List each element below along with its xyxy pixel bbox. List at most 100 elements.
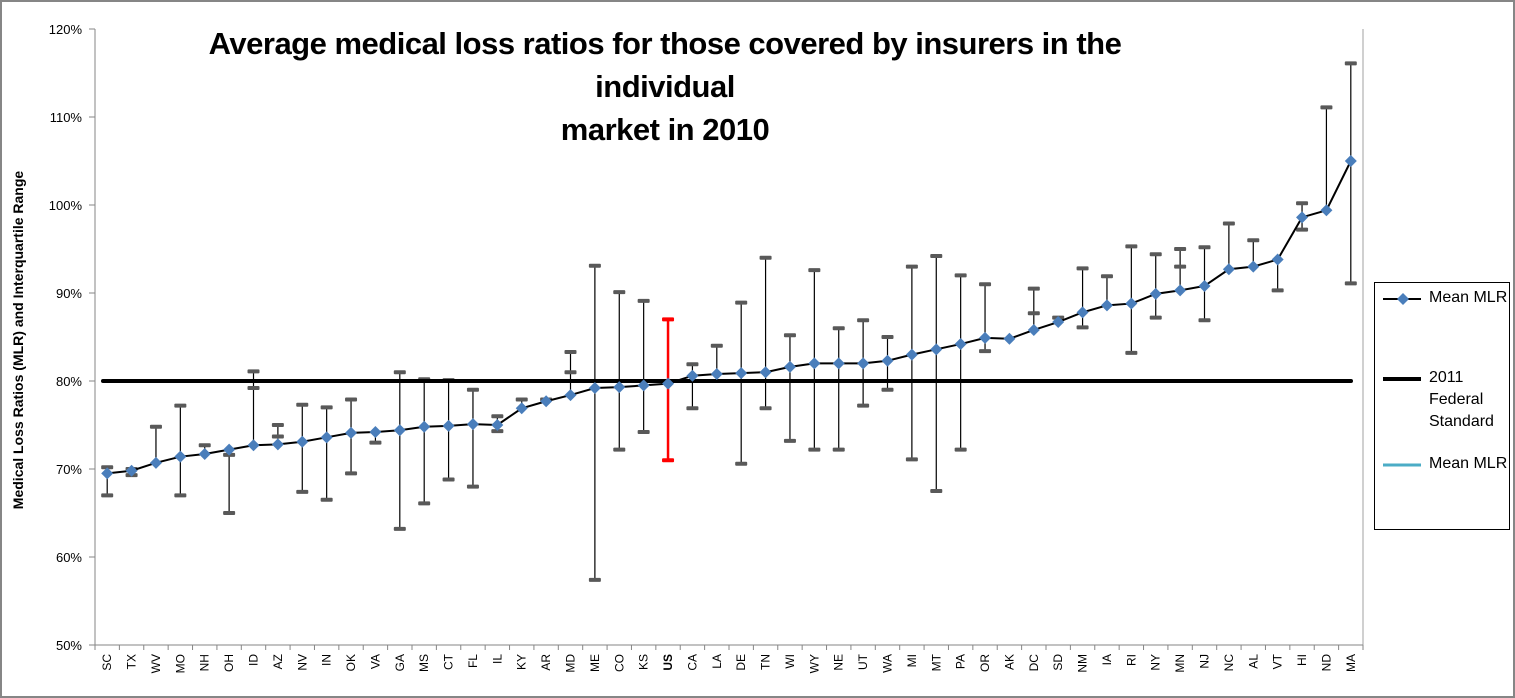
y-tick-label: 100%	[49, 198, 83, 213]
error-bar-cap	[1027, 286, 1040, 291]
x-category-label: MI	[905, 654, 919, 667]
error-bar-cap	[1296, 227, 1309, 232]
mean-mlr-point	[881, 354, 894, 367]
mean-mlr-point	[515, 402, 528, 415]
category-labels: SC TX WV MO NH OH ID AZ NV IN OK VA GA MS CT FL IL KY AR MD…	[100, 653, 1358, 673]
legend-swatch-line-marker	[1383, 293, 1421, 305]
mean-mlr-point	[540, 395, 553, 408]
mean-mlr-point	[466, 418, 479, 431]
error-bar-cap	[320, 497, 333, 502]
error-bar-cap	[101, 493, 114, 498]
error-bar-cap	[1076, 325, 1089, 330]
mean-mlr-point	[1247, 260, 1260, 273]
mean-mlr-point	[1100, 299, 1113, 312]
error-bar-cap	[369, 440, 382, 445]
x-category-label: KY	[515, 654, 529, 670]
mean-mlr-point	[613, 381, 626, 394]
error-bar-cap	[418, 501, 431, 506]
x-category-label: MA	[1344, 654, 1358, 672]
error-bar-cap	[905, 264, 918, 269]
error-bar-cap	[174, 493, 187, 498]
error-bar-cap	[588, 263, 601, 268]
mean-mlr-point	[1320, 204, 1333, 217]
x-category-label: WY	[807, 654, 821, 673]
x-category-label: WV	[149, 654, 163, 673]
y-tick-label: 70%	[56, 462, 82, 477]
x-category-label: OK	[344, 654, 358, 671]
x-category-label: DC	[1027, 654, 1041, 672]
mean-mlr-point	[1344, 155, 1357, 167]
error-bar-cap	[1247, 238, 1260, 243]
x-category-label: DE	[734, 654, 748, 671]
x-category-label: GA	[393, 654, 407, 671]
mean-mlr-point	[296, 435, 309, 448]
error-bar-cap	[881, 335, 894, 339]
mean-mlr-point	[857, 357, 870, 370]
x-category-label: ME	[588, 654, 602, 672]
mean-mlr-point	[783, 360, 796, 373]
error-bar-cap	[296, 489, 309, 494]
x-category-label: NV	[295, 654, 309, 671]
error-bar-cap	[1344, 281, 1357, 286]
error-bar-cap	[808, 268, 821, 273]
mean-mlr-point	[223, 443, 236, 456]
error-bar-cap	[954, 273, 967, 278]
mean-mlr-point	[808, 357, 821, 370]
error-bar-cap	[857, 403, 870, 408]
error-bar-cap	[1174, 264, 1187, 269]
y-tick-label: 120%	[49, 22, 83, 37]
error-bar-cap	[296, 402, 309, 407]
error-bar-cap	[905, 457, 918, 462]
x-category-label: MN	[1173, 654, 1187, 673]
error-bar-cap	[832, 326, 845, 331]
mean-mlr-point	[345, 426, 358, 439]
mean-mlr-point	[369, 426, 382, 439]
mean-mlr-point	[686, 369, 699, 382]
x-category-label: MO	[173, 654, 187, 673]
y-tick-label: 80%	[56, 374, 82, 389]
mean-mlr-point	[1076, 306, 1089, 319]
error-bar-cap	[637, 298, 650, 303]
x-category-label: OR	[978, 654, 992, 672]
error-bar-cap	[1100, 274, 1113, 279]
x-category-label: AL	[1246, 654, 1260, 669]
mean-mlr-point	[735, 367, 748, 380]
x-category-label: IA	[1100, 654, 1114, 665]
y-tick-label: 50%	[56, 638, 82, 653]
error-bar-cap	[979, 282, 992, 287]
mean-mlr-point	[491, 419, 504, 431]
x-category-label: CO	[612, 654, 626, 672]
x-category-label: ID	[247, 654, 261, 666]
error-bar-cap	[198, 443, 211, 448]
mean-mlr-point	[1027, 323, 1040, 336]
legend: Mean MLR 2011 Federal Standard Mean MLR	[1374, 282, 1510, 530]
error-bar-cap	[735, 300, 748, 305]
error-bar-cap	[930, 254, 943, 259]
axes: 50% 60% 70% 80% 90% 100% 110% 120%	[49, 22, 1364, 653]
error-bar-cap	[1222, 221, 1235, 226]
error-bar-cap	[1076, 266, 1089, 271]
error-bar-cap	[1320, 105, 1333, 110]
error-bar-cap	[1027, 311, 1040, 316]
mean-markers	[101, 155, 1357, 480]
chart-title-line-1: Average medical loss ratios for those co…	[208, 26, 1122, 104]
error-bar-cap	[1149, 315, 1162, 320]
mean-mlr-point	[832, 357, 845, 370]
error-bar-cap	[954, 447, 967, 452]
mean-mlr-line	[107, 160, 1352, 475]
mean-mlr-point	[930, 343, 943, 356]
legend-label-mean-mlr-2: Mean MLR	[1429, 455, 1508, 472]
error-bar-cap	[1125, 350, 1138, 355]
error-bar-cap	[247, 386, 260, 391]
error-bar-cap	[662, 458, 675, 463]
error-bar-cap	[393, 370, 406, 375]
mean-mlr-point	[101, 467, 114, 480]
error-bar-cap	[101, 465, 114, 470]
x-category-label: RI	[1124, 654, 1138, 666]
error-bar-cap	[247, 369, 260, 374]
x-category-label: VA	[368, 654, 382, 669]
x-category-label: NM	[1076, 654, 1090, 673]
error-bar-cap	[1125, 244, 1138, 249]
mean-mlr-point	[247, 439, 260, 452]
x-category-label: VT	[1271, 653, 1285, 669]
